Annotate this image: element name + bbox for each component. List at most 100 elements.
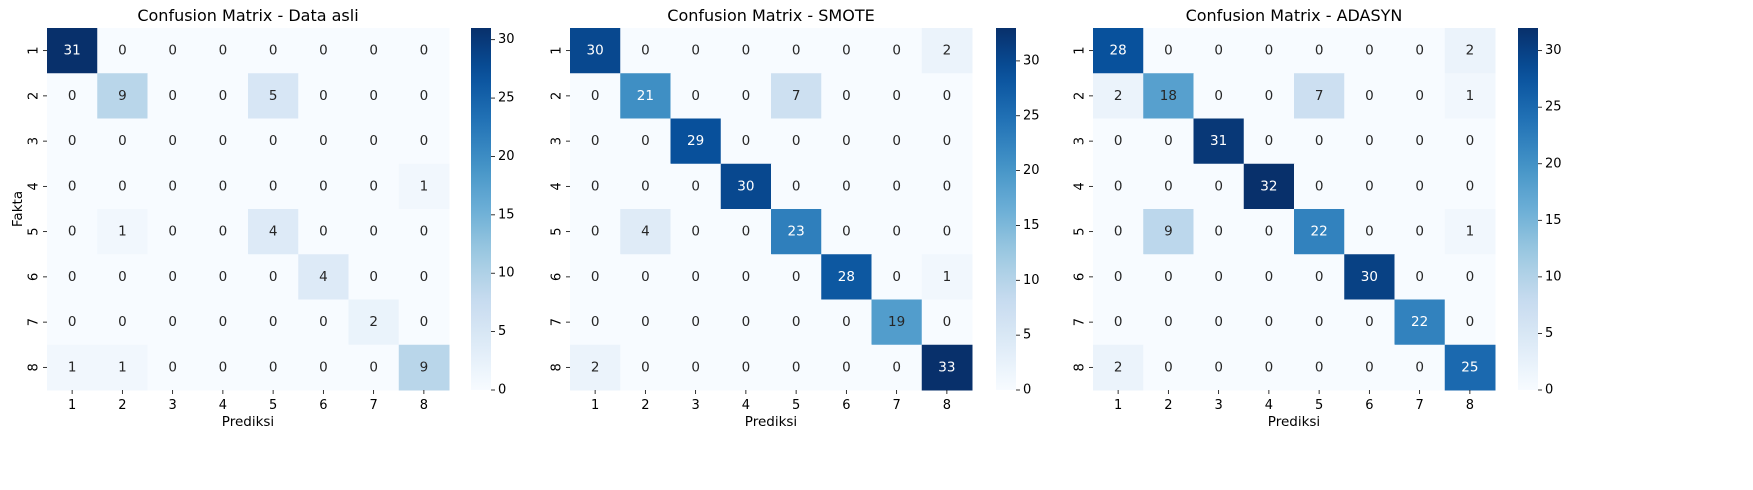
heatmap-cell	[248, 299, 299, 346]
heatmap-cell	[1193, 118, 1245, 165]
heatmap-cell	[147, 73, 199, 119]
cell-value-label: 0	[319, 178, 328, 194]
x-tick-label: 6	[842, 398, 850, 413]
heatmap-cell	[1344, 73, 1395, 119]
heatmap-cell	[821, 299, 872, 346]
heatmap-cell	[97, 209, 148, 255]
cell-value-label: 0	[168, 133, 177, 149]
cell-value-label: 0	[1214, 359, 1223, 375]
colorbar-tick-label: 25	[1023, 108, 1040, 123]
cell-value-label: 0	[1315, 43, 1324, 59]
heatmap-cell	[821, 209, 872, 255]
y-tick-label: 4	[27, 182, 42, 190]
x-tick-label: 2	[641, 398, 649, 413]
y-tick-label: 4	[1073, 182, 1088, 190]
heatmap-cell	[1093, 73, 1144, 119]
heatmap-cell	[298, 118, 349, 165]
y-tick-label: 1	[1073, 46, 1088, 54]
cell-value-label: 0	[420, 88, 429, 104]
heatmap-cell	[670, 299, 722, 346]
cell-value-label: 0	[691, 178, 700, 194]
cell-value-label: 0	[68, 133, 77, 149]
heatmap-cell	[147, 209, 199, 255]
cell-value-label: 0	[269, 269, 278, 285]
cell-value-label: 28	[838, 269, 855, 285]
heatmap-cell	[47, 254, 98, 300]
cell-value-label: 0	[591, 178, 600, 194]
x-tick-label: 6	[319, 398, 327, 413]
x-axis-label: Prediksi	[222, 414, 274, 430]
cell-value-label: 0	[691, 224, 700, 240]
heatmap-cell	[720, 73, 772, 119]
heatmap-cell	[1143, 254, 1194, 300]
x-tick-label: 4	[1265, 398, 1273, 413]
cell-value-label: 0	[792, 43, 801, 59]
heatmap-panel-2: 30 0 0 0 0 0 0 20 21 0 0 7 0 0 00 0 29 0 0 0 0 00 0 0 30 0 0 0 00 4 0 0…	[550, 6, 1040, 430]
cell-value-label: 0	[742, 359, 751, 375]
cell-value-label: 0	[1164, 178, 1173, 194]
cell-value-label: 0	[792, 133, 801, 149]
cell-value-label: 0	[943, 224, 952, 240]
cell-value-label: 0	[842, 133, 851, 149]
cell-value-label: 0	[1315, 269, 1324, 285]
cell-value-label: 0	[1315, 359, 1324, 375]
colorbar-gradient	[1518, 28, 1538, 390]
cell-value-label: 7	[792, 88, 801, 104]
heatmap-cell	[1444, 118, 1496, 165]
cell-value-label: 32	[1260, 178, 1277, 194]
heatmap-cell	[348, 73, 400, 119]
heatmap-cell	[1294, 344, 1345, 391]
heatmap-cell	[348, 209, 400, 255]
colorbar-tick-label: 5	[1545, 326, 1553, 341]
cell-value-label: 2	[1466, 43, 1475, 59]
heatmap-cell	[871, 254, 923, 300]
cell-value-label: 29	[687, 133, 704, 149]
heatmap-cell	[1243, 209, 1295, 255]
heatmap-cell	[570, 28, 621, 74]
heatmap-cell	[771, 254, 822, 300]
heatmap-cell	[620, 299, 671, 346]
x-tick-label: 8	[420, 398, 428, 413]
cell-value-label: 0	[691, 314, 700, 330]
colorbar: 0 5 10 15 20 25 30	[471, 28, 515, 398]
x-tick-label: 1	[1114, 398, 1122, 413]
cell-value-label: 0	[168, 224, 177, 240]
cell-value-label: 0	[892, 269, 901, 285]
cell-value-label: 0	[1114, 133, 1123, 149]
heatmap-cell	[248, 344, 299, 391]
heatmap-cell	[771, 163, 822, 210]
heatmap-cell	[348, 254, 400, 300]
heatmap-cell	[1243, 28, 1295, 74]
x-tick-label: 3	[691, 398, 699, 413]
x-tick-label: 6	[1365, 398, 1373, 413]
cell-value-label: 0	[1164, 314, 1173, 330]
colorbar-tick-label: 15	[1545, 213, 1562, 228]
heatmap-cell	[1093, 28, 1144, 74]
colorbar-tick-label: 10	[498, 266, 515, 281]
cell-value-label: 0	[118, 178, 127, 194]
colorbar-tick-label: 0	[1545, 383, 1553, 398]
x-axis-label: Prediksi	[1268, 414, 1320, 430]
heatmap-cell	[871, 163, 923, 210]
heatmap-cell	[47, 344, 98, 391]
cell-value-label: 0	[641, 359, 650, 375]
heatmap-cell	[921, 73, 973, 119]
heatmap-cell	[197, 28, 249, 74]
heatmap-cell	[47, 299, 98, 346]
colorbar: 0 5 10 15 20 25 30	[996, 28, 1040, 398]
heatmap-cell	[1093, 163, 1144, 210]
heatmap-cell	[720, 163, 772, 210]
cell-value-label: 9	[118, 88, 127, 104]
cell-value-label: 9	[1164, 224, 1173, 240]
heatmap-cell	[248, 254, 299, 300]
cell-value-label: 28	[1110, 43, 1127, 59]
colorbar-tick-label: 30	[1023, 53, 1040, 68]
cell-value-label: 0	[742, 314, 751, 330]
cell-value-label: 0	[168, 314, 177, 330]
cell-value-label: 0	[1265, 269, 1274, 285]
heatmap-cell	[348, 28, 400, 74]
heatmap-cell	[720, 118, 772, 165]
cell-value-label: 0	[68, 88, 77, 104]
cell-value-label: 0	[319, 43, 328, 59]
heatmap-cell	[1294, 299, 1345, 346]
